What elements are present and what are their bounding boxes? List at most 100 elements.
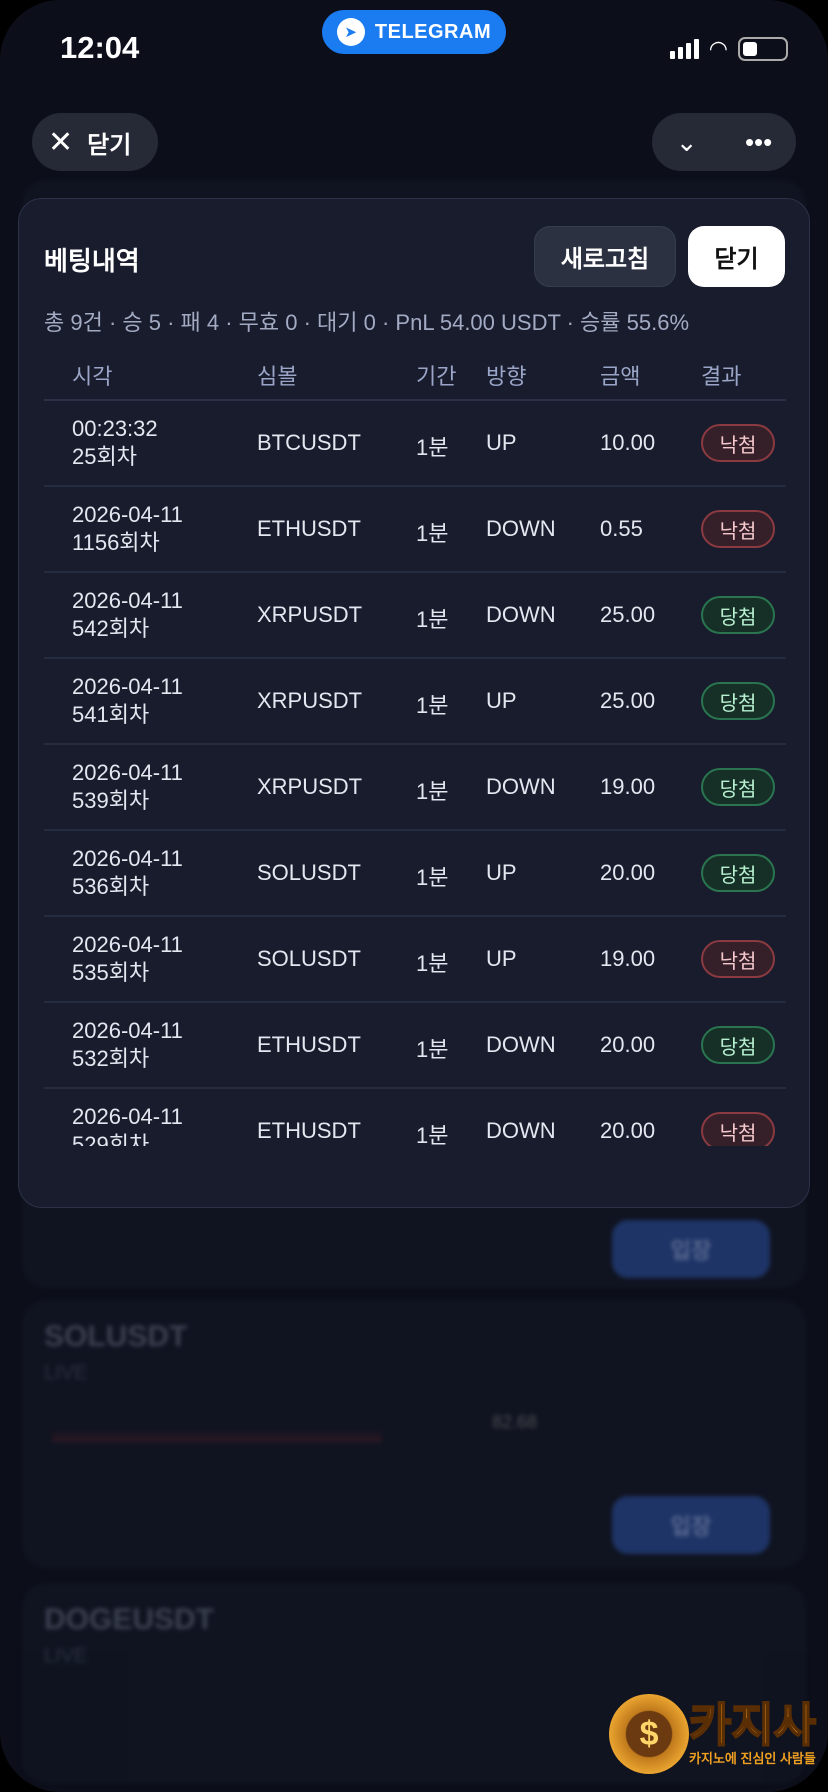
time-cell: 2026-04-11 541회차: [72, 673, 183, 729]
table-header: 시각 심볼 기간 방향 금액 결과: [44, 349, 786, 401]
wifi-icon: ◠: [708, 36, 728, 61]
background-card: SOLUSDT LIVE 82.68 입장: [22, 1300, 806, 1568]
result-badge: 낙첨: [701, 940, 775, 978]
time-cell: 2026-04-11 532회차: [72, 1017, 183, 1073]
table-row: 2026-04-11 541회차 XRPUSDT 1분 UP 25.00 당첨: [44, 659, 786, 745]
bet-time: 2026-04-11: [72, 588, 183, 613]
symbol-cell: ETHUSDT: [257, 1032, 361, 1057]
bet-round: 1156회차: [72, 530, 160, 555]
status-icons: ◠: [669, 36, 788, 62]
period-cell: 1분: [416, 693, 449, 718]
col-time: 시각: [72, 364, 113, 389]
enter-button[interactable]: 입장: [612, 1220, 770, 1278]
signal-icon: [669, 39, 699, 59]
history-table: 시각 심볼 기간 방향 금액 결과 00:23:32 25회차 BTCUSDT 1분 U…: [44, 349, 786, 1146]
period-cell: 1분: [416, 521, 449, 546]
refresh-button[interactable]: 새로고침: [534, 226, 676, 287]
col-direction: 방향: [486, 364, 527, 389]
result-badge: 낙첨: [701, 510, 775, 548]
close-button[interactable]: ✕ 닫기: [32, 113, 158, 171]
table-row: 2026-04-11 539회차 XRPUSDT 1분 DOWN 19.00 당첨: [44, 745, 786, 831]
result-badge: 당첨: [701, 596, 775, 634]
bet-time: 2026-04-11: [72, 760, 183, 785]
result-badge: 낙첨: [701, 424, 775, 462]
period-cell: 1분: [416, 435, 449, 460]
time-cell: 2026-04-11 539회차: [72, 759, 183, 815]
symbol-cell: ETHUSDT: [257, 516, 361, 541]
bet-time: 2026-04-11: [72, 846, 183, 871]
telegram-pill[interactable]: ➤ TELEGRAM: [322, 10, 506, 54]
table-row: 2026-04-11 536회차 SOLUSDT 1분 UP 20.00 당첨: [44, 831, 786, 917]
time-cell: 2026-04-11 529회차: [72, 1103, 183, 1146]
bet-round: 539회차: [72, 788, 150, 813]
bet-round: 535회차: [72, 960, 150, 985]
menu-pill: ⌄ •••: [652, 113, 796, 171]
direction-cell: UP: [486, 946, 517, 971]
symbol-cell: BTCUSDT: [257, 430, 361, 455]
direction-cell: DOWN: [486, 1032, 556, 1057]
amount-cell: 19.00: [600, 946, 656, 971]
col-amount: 금액: [600, 364, 641, 389]
direction-cell: DOWN: [486, 774, 556, 799]
direction-cell: UP: [486, 688, 517, 713]
enter-button[interactable]: 입장: [612, 1496, 770, 1554]
time-cell: 2026-04-11 1156회차: [72, 501, 183, 557]
clock: 12:04: [60, 30, 140, 65]
bet-round: 532회차: [72, 1046, 150, 1071]
card-status: LIVE: [44, 1645, 88, 1667]
battery-icon: [738, 37, 788, 61]
result-badge: 당첨: [701, 768, 775, 806]
bet-time: 00:23:32: [72, 416, 158, 441]
telegram-label: TELEGRAM: [374, 20, 492, 43]
amount-cell: 25.00: [600, 602, 656, 627]
period-cell: 1분: [416, 1123, 449, 1146]
more-icon[interactable]: •••: [744, 126, 773, 157]
direction-cell: UP: [486, 860, 517, 885]
table-row: 00:23:32 25회차 BTCUSDT 1분 UP 10.00 낙첨: [44, 401, 786, 487]
bet-round: 541회차: [72, 702, 150, 727]
period-cell: 1분: [416, 607, 449, 632]
result-badge: 당첨: [701, 854, 775, 892]
time-cell: 00:23:32 25회차: [72, 415, 158, 471]
modal-close-button[interactable]: 닫기: [688, 226, 785, 287]
period-cell: 1분: [416, 951, 449, 976]
symbol-cell: SOLUSDT: [257, 946, 361, 971]
bet-round: 542회차: [72, 616, 150, 641]
chevron-down-icon[interactable]: ⌄: [675, 126, 698, 157]
close-icon: ✕: [48, 125, 74, 159]
table-row: 2026-04-11 1156회차 ETHUSDT 1분 DOWN 0.55 낙첨: [44, 487, 786, 573]
time-cell: 2026-04-11 536회차: [72, 845, 183, 901]
modal-title: 베팅내역: [44, 246, 140, 276]
summary-text: 총 9건 · 승 5 · 패 4 · 무효 0 · 대기 0 · PnL 54.…: [44, 310, 690, 335]
card-symbol: SOLUSDT: [44, 1320, 188, 1353]
betting-history-modal: 베팅내역 새로고침 닫기 총 9건 · 승 5 · 패 4 · 무효 0 · 대…: [18, 198, 810, 1208]
amount-cell: 20.00: [600, 1032, 656, 1057]
bet-round: 25회차: [72, 444, 137, 469]
result-badge: 당첨: [701, 682, 775, 720]
card-status: LIVE: [44, 1362, 88, 1384]
watermark-logo: $ 카지사 카지노에 진심인 사람들: [609, 1694, 817, 1774]
table-row: 2026-04-11 529회차 ETHUSDT 1분 DOWN 20.00 낙첨: [44, 1089, 786, 1146]
result-badge: 당첨: [701, 1026, 775, 1064]
col-symbol: 심볼: [257, 364, 298, 389]
bet-time: 2026-04-11: [72, 502, 183, 527]
time-cell: 2026-04-11 542회차: [72, 587, 183, 643]
amount-cell: 19.00: [600, 774, 656, 799]
table-body[interactable]: 00:23:32 25회차 BTCUSDT 1분 UP 10.00 낙첨 2026-04-11…: [44, 401, 786, 1146]
col-period: 기간: [416, 364, 457, 389]
watermark-subtitle: 카지노에 진심인 사람들: [689, 1750, 816, 1766]
period-cell: 1분: [416, 865, 449, 890]
direction-cell: DOWN: [486, 516, 556, 541]
symbol-cell: ETHUSDT: [257, 1118, 361, 1143]
status-bar: 12:04 ➤ TELEGRAM ◠: [0, 0, 828, 90]
bet-time: 2026-04-11: [72, 1104, 183, 1129]
watermark-title: 카지사: [688, 1698, 817, 1751]
amount-cell: 0.55: [600, 516, 643, 541]
symbol-cell: XRPUSDT: [257, 688, 363, 713]
price-label: 82.68: [492, 1412, 538, 1432]
bet-round: 536회차: [72, 874, 150, 899]
card-symbol: DOGEUSDT: [44, 1603, 215, 1636]
symbol-cell: XRPUSDT: [257, 602, 363, 627]
amount-cell: 10.00: [600, 430, 656, 455]
